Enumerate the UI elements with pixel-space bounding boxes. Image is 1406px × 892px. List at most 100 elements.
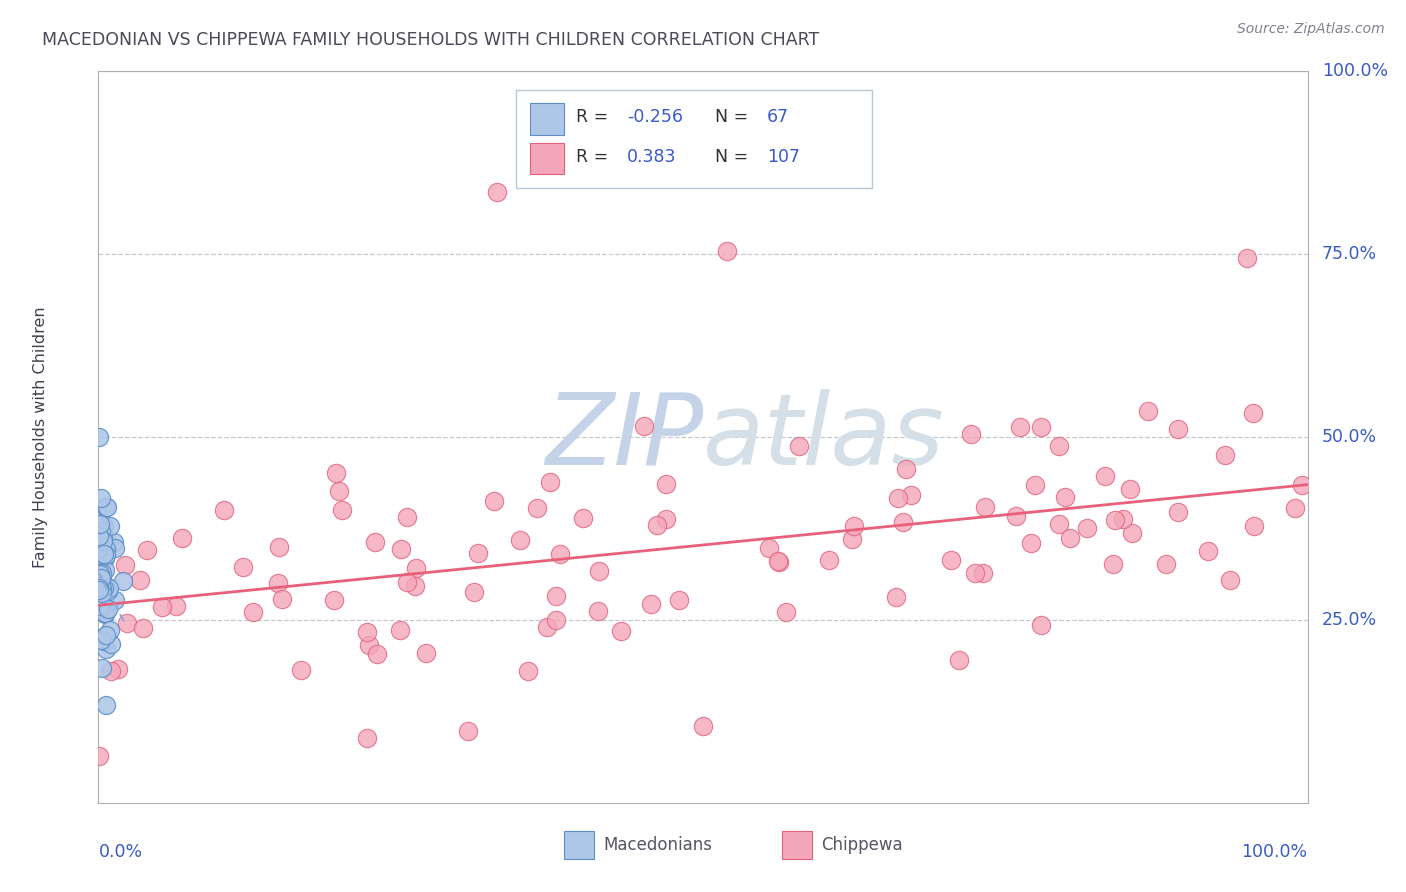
Text: 0.0%: 0.0% (98, 843, 142, 861)
Point (93, 547, 115, 561)
Point (758, 541, 780, 555)
Point (894, 462, 917, 476)
Point (1241, 406, 1264, 420)
Point (1004, 508, 1026, 523)
Point (941, 553, 963, 567)
Point (103, 535, 125, 549)
Point (842, 519, 865, 533)
Point (323, 593, 346, 607)
Point (1101, 557, 1123, 571)
Point (884, 591, 907, 605)
Point (366, 647, 388, 661)
Point (1236, 251, 1258, 265)
Point (94, 550, 117, 565)
Point (1119, 482, 1142, 496)
Point (269, 541, 291, 555)
Point (509, 533, 531, 547)
Point (692, 719, 714, 733)
Point (586, 604, 609, 618)
Point (1197, 544, 1219, 558)
Bar (530, 103, 564, 135)
Point (1031, 420, 1053, 434)
Point (93, 581, 115, 595)
Point (1136, 404, 1159, 418)
FancyBboxPatch shape (516, 90, 872, 188)
Point (775, 605, 797, 619)
Point (396, 574, 419, 589)
Point (89, 533, 111, 548)
Text: Macedonians: Macedonians (603, 836, 713, 855)
Text: Family Households with Children: Family Households with Children (32, 306, 48, 568)
Text: 25.0%: 25.0% (1322, 611, 1378, 629)
Point (356, 625, 378, 640)
Point (1047, 439, 1070, 453)
Point (90, 554, 112, 568)
Point (633, 418, 655, 433)
Point (544, 589, 567, 603)
Point (89, 553, 111, 567)
Point (841, 533, 863, 547)
Point (93, 607, 115, 621)
Point (115, 616, 138, 631)
Point (405, 561, 427, 575)
Point (655, 511, 678, 525)
Point (232, 560, 254, 574)
Point (363, 535, 385, 549)
Point (107, 662, 129, 676)
Point (548, 548, 571, 562)
Point (1008, 419, 1031, 434)
Text: ZIP: ZIP (544, 389, 703, 485)
Text: 50.0%: 50.0% (1322, 428, 1378, 446)
Point (96, 642, 118, 657)
Point (91, 661, 114, 675)
Point (404, 579, 426, 593)
Point (94, 500, 117, 515)
Point (89, 529, 111, 543)
Text: 0.383: 0.383 (627, 148, 676, 166)
Point (87, 567, 110, 582)
Point (887, 491, 910, 505)
Point (93, 563, 115, 577)
Point (544, 614, 567, 628)
Point (517, 664, 540, 678)
Point (668, 593, 690, 607)
Point (457, 723, 479, 738)
Point (96, 602, 118, 616)
Point (467, 546, 489, 560)
Point (94, 698, 117, 712)
Point (766, 554, 789, 568)
Point (1019, 536, 1042, 550)
Point (388, 624, 411, 638)
Point (948, 653, 970, 667)
Point (97, 583, 120, 598)
Point (271, 591, 294, 606)
Point (328, 483, 350, 498)
Point (1219, 573, 1241, 587)
Point (538, 475, 561, 489)
Point (972, 566, 994, 580)
Point (768, 555, 790, 569)
Point (654, 477, 676, 491)
Point (588, 564, 610, 578)
Text: 75.0%: 75.0% (1322, 245, 1378, 263)
Point (96, 541, 118, 556)
Point (463, 585, 485, 599)
Point (90, 571, 112, 585)
Point (891, 515, 914, 529)
Point (90, 581, 112, 595)
Point (89, 566, 111, 581)
Text: atlas: atlas (703, 389, 945, 485)
Point (526, 500, 548, 515)
Point (1111, 512, 1133, 526)
Point (90, 633, 112, 648)
Point (172, 532, 194, 546)
Text: 100.0%: 100.0% (1322, 62, 1388, 80)
Point (94, 578, 117, 592)
Point (214, 503, 236, 517)
Point (1167, 422, 1189, 436)
Text: 67: 67 (768, 109, 789, 127)
Point (1243, 518, 1265, 533)
Point (1094, 469, 1116, 483)
Point (1029, 617, 1052, 632)
Point (90, 566, 112, 580)
